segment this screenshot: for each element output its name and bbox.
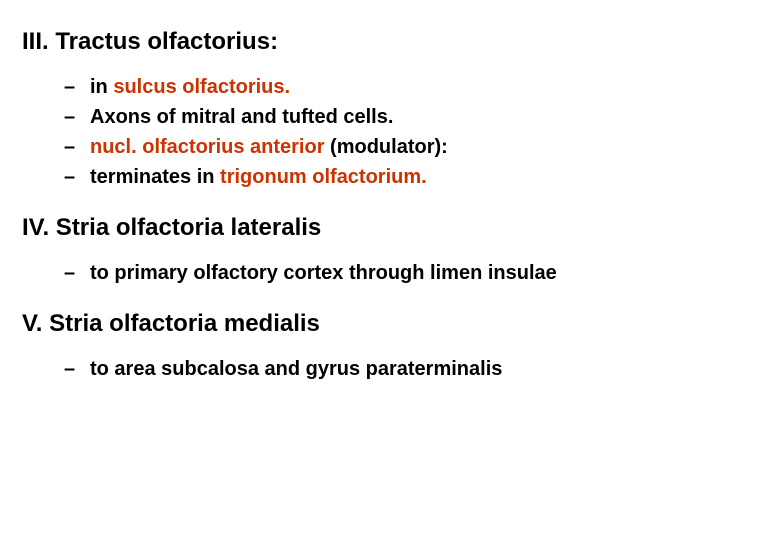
bullet-dash: – [64, 358, 90, 381]
section-heading-4: IV. Stria olfactoria lateralis [22, 214, 746, 242]
highlight-term: trigonum olfactorium. [220, 166, 427, 188]
list-item: – Axons of mitral and tufted cells. [22, 104, 746, 130]
bullet-text: terminates in trigonum olfactorium. [90, 164, 427, 190]
bullet-text: in sulcus olfactorius. [90, 74, 290, 100]
list-item: – in sulcus olfactorius. [22, 74, 746, 100]
bullet-text: to area subcalosa and gyrus paraterminal… [90, 356, 502, 382]
highlight-term: nucl. olfactorius anterior [90, 136, 324, 158]
section-heading-3: III. Tractus olfactorius: [22, 28, 746, 56]
bullet-dash: – [64, 76, 90, 99]
list-item: – to area subcalosa and gyrus paratermin… [22, 356, 746, 382]
slide-content: III. Tractus olfactorius: – in sulcus ol… [0, 0, 766, 426]
bullet-group-3: – in sulcus olfactorius. – Axons of mitr… [22, 74, 746, 190]
list-item: – nucl. olfactorius anterior (modulator)… [22, 134, 746, 160]
bullet-dash: – [64, 262, 90, 285]
bullet-text: to primary olfactory cortex through lime… [90, 260, 557, 286]
bullet-group-5: – to area subcalosa and gyrus paratermin… [22, 356, 746, 382]
bullet-dash: – [64, 166, 90, 189]
bullet-group-4: – to primary olfactory cortex through li… [22, 260, 746, 286]
bullet-text: nucl. olfactorius anterior (modulator): [90, 134, 448, 160]
list-item: – terminates in trigonum olfactorium. [22, 164, 746, 190]
bullet-text: Axons of mitral and tufted cells. [90, 104, 393, 130]
list-item: – to primary olfactory cortex through li… [22, 260, 746, 286]
bullet-dash: – [64, 106, 90, 129]
bullet-dash: – [64, 136, 90, 159]
section-heading-5: V. Stria olfactoria medialis [22, 310, 746, 338]
highlight-term: sulcus olfactorius. [113, 76, 290, 98]
